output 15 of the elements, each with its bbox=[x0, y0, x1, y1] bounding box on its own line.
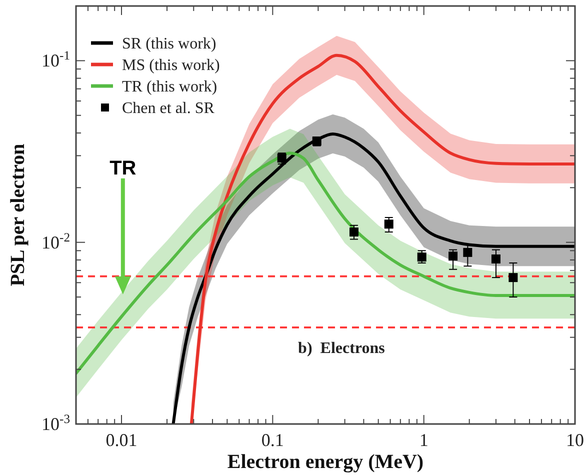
legend-label: TR (this work) bbox=[122, 78, 218, 96]
y-tick-label: 10$^{-2}$ bbox=[42, 230, 70, 252]
y-axis-title: PSL per electron bbox=[7, 144, 29, 286]
legend-label: Chen et al. SR bbox=[122, 100, 215, 117]
x-tick-label: 1 bbox=[419, 430, 428, 450]
x-tick-label: 10 bbox=[566, 430, 584, 450]
y-tick-label: 10$^{-3}$ bbox=[42, 412, 70, 434]
legend-label: MS (this work) bbox=[122, 57, 220, 74]
annotation: b) Electrons bbox=[298, 340, 385, 357]
x-axis-title: Electron energy (MeV) bbox=[227, 451, 424, 473]
legend-label: SR (this work) bbox=[122, 36, 216, 52]
y-tick-label: 10$^{-1}$ bbox=[42, 48, 70, 71]
annotation: TR bbox=[110, 157, 137, 180]
x-tick-label: 0.01 bbox=[106, 430, 138, 450]
x-tick-label: 0.1 bbox=[261, 430, 284, 450]
